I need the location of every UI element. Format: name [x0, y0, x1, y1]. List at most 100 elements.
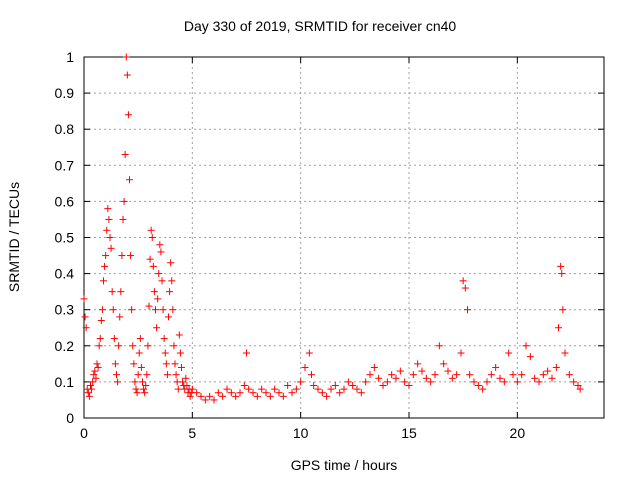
data-point [135, 349, 143, 357]
data-point [414, 360, 422, 368]
data-point [474, 382, 482, 390]
data-point [85, 392, 93, 400]
chart-title: Day 330 of 2019, SRMTID for receiver cn4… [183, 18, 457, 34]
data-point [89, 378, 97, 386]
data-point [81, 313, 89, 321]
data-point [121, 150, 129, 158]
data-point [531, 374, 539, 382]
data-point [492, 363, 500, 371]
data-point [461, 284, 469, 292]
data-point [526, 353, 534, 361]
data-point [253, 392, 261, 400]
data-point [122, 53, 130, 61]
data-point [113, 371, 120, 379]
data-point [559, 306, 567, 314]
data-point [396, 367, 404, 375]
data-point [142, 382, 150, 390]
data-point [111, 360, 119, 368]
y-tick-label: 0.1 [55, 374, 75, 390]
x-tick-label: 10 [293, 425, 309, 441]
data-point [457, 349, 465, 357]
data-point [87, 382, 94, 390]
data-point [466, 371, 474, 379]
data-point [90, 371, 98, 379]
data-point [392, 374, 400, 382]
data-point [574, 382, 582, 390]
data-point [323, 392, 331, 400]
data-point [305, 349, 313, 357]
data-point [148, 234, 156, 241]
data-point [93, 360, 101, 368]
data-point [539, 371, 547, 379]
data-point [154, 295, 162, 303]
data-point [557, 262, 565, 270]
data-point [448, 374, 456, 382]
data-point [464, 306, 471, 314]
x-tick-label: 5 [188, 425, 196, 441]
data-point [145, 302, 153, 310]
data-point [279, 392, 287, 400]
data-point [91, 367, 99, 375]
data-point [544, 367, 552, 375]
y-tick-label: 0.2 [55, 338, 75, 354]
data-point [214, 389, 222, 397]
data-point [388, 371, 396, 379]
data-point [245, 385, 253, 393]
data-point [140, 385, 148, 393]
data-point [110, 335, 118, 343]
data-point [144, 342, 152, 350]
data-point [505, 349, 513, 357]
data-point [98, 306, 106, 314]
data-point [157, 248, 165, 256]
data-point [576, 385, 584, 393]
data-point [101, 262, 109, 270]
y-tick-label: 0.4 [55, 266, 75, 282]
data-point [487, 371, 495, 379]
data-point [129, 342, 137, 350]
x-tick-label: 20 [510, 425, 526, 441]
ticks: 00.10.20.30.40.50.60.70.80.910 5 10 15 20 [55, 49, 604, 441]
data-point [440, 360, 448, 368]
data-point [95, 342, 103, 350]
data-point [88, 385, 96, 393]
data-point [179, 378, 187, 386]
data-point [96, 335, 104, 343]
data-point [130, 360, 138, 368]
data-point [370, 363, 378, 371]
data-point [284, 382, 292, 390]
data-point [422, 374, 430, 382]
data-point [193, 389, 201, 397]
data-point [223, 385, 231, 393]
data-point [162, 360, 170, 368]
data-point [310, 382, 318, 390]
data-point [243, 349, 250, 357]
data-point [166, 288, 174, 296]
data-point [127, 252, 135, 260]
data-point [418, 367, 426, 375]
data-point [513, 378, 521, 386]
data-point [327, 385, 335, 393]
data-point [82, 324, 90, 332]
data-point [405, 382, 413, 390]
data-point [136, 335, 144, 343]
data-point [159, 306, 167, 314]
data-point [117, 288, 125, 296]
data-point [262, 389, 270, 397]
x-tick-label: 15 [401, 425, 417, 441]
data-point [518, 371, 526, 379]
data-point [509, 371, 517, 379]
y-tick-label: 0.3 [55, 302, 75, 318]
data-point [108, 288, 116, 296]
data-point [266, 392, 274, 400]
data-point [94, 363, 102, 371]
data-point [165, 313, 172, 321]
data-point [444, 367, 452, 375]
data-point [401, 378, 409, 386]
data-point [167, 259, 175, 267]
data-point [161, 349, 169, 357]
data-point [522, 342, 530, 350]
data-point [314, 385, 322, 393]
data-point [137, 363, 145, 371]
x-axis-label: GPS time / hours [290, 457, 398, 473]
